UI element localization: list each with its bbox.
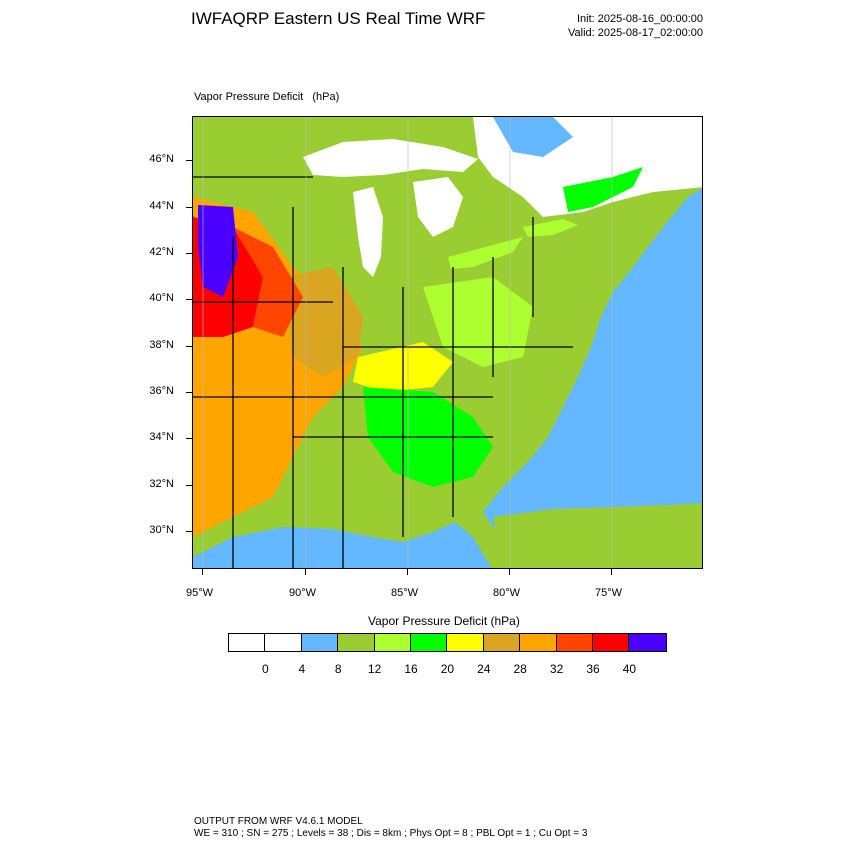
lon-label-85w: 85°W — [391, 587, 419, 599]
appalachian-green — [423, 277, 533, 367]
west-orangered — [233, 227, 303, 337]
colorbar-swatch — [338, 634, 375, 651]
colorbar-tick-label: 40 — [622, 662, 637, 676]
lat-tick — [186, 438, 192, 439]
colorbar-tick-label: 24 — [477, 662, 491, 676]
colorbar-swatch — [374, 634, 411, 651]
quebec-green — [563, 167, 643, 212]
graticule — [202, 117, 613, 568]
colorbar-swatch — [592, 634, 630, 651]
lon-label-75w: 75°W — [595, 587, 623, 599]
lon-tick — [509, 569, 510, 575]
colorbar-tick-label: 8 — [334, 662, 342, 676]
lon-label-95w: 95°W — [186, 587, 214, 599]
colorbar-swatch — [229, 634, 266, 651]
colorbar-tick-label: 16 — [404, 662, 418, 676]
lon-label-80w: 80°W — [493, 587, 521, 599]
lat-label-32n: 32°N — [149, 478, 174, 490]
lat-label-46n: 46°N — [149, 153, 174, 165]
lat-tick — [186, 253, 192, 254]
colorbar-tick-label: 0 — [262, 662, 269, 676]
lat-label-42n: 42°N — [149, 246, 174, 258]
lake-superior — [303, 139, 478, 177]
lat-tick — [186, 299, 192, 300]
colorbar — [228, 633, 667, 652]
lat-label-44n: 44°N — [149, 200, 174, 212]
lat-label-30n: 30°N — [149, 524, 174, 536]
colorbar-swatch — [410, 634, 448, 651]
colorbar-tick-label: 28 — [513, 662, 527, 676]
main-title: IWFAQRP Eastern US Real Time WRF — [191, 9, 486, 28]
gulf-shelf — [493, 503, 702, 568]
lake-michigan — [353, 187, 383, 277]
lat-tick — [186, 346, 192, 347]
colorbar-tick-label: 36 — [586, 662, 600, 676]
colorbar-swatch — [629, 634, 666, 651]
lat-tick — [186, 207, 192, 208]
lat-tick — [186, 392, 192, 393]
lon-tick — [202, 569, 203, 575]
colorbar-swatch — [520, 634, 557, 651]
colorbar-swatch — [483, 634, 521, 651]
atlantic-ocean — [483, 188, 702, 527]
lat-label-34n: 34°N — [149, 431, 174, 443]
colorbar-tick-label: 4 — [298, 662, 306, 676]
map-variable-label: Vapor Pressure Deficit (hPa) — [194, 91, 340, 103]
init-time: Init: 2025-08-16_00:00:00 — [577, 13, 703, 25]
peak-purple — [198, 205, 238, 297]
vpd-field-map — [193, 117, 702, 568]
lake-huron — [413, 177, 463, 237]
canada-ocean — [493, 117, 573, 157]
colorbar-swatch — [265, 634, 302, 651]
lon-label-90w: 90°W — [289, 587, 317, 599]
colorbar-title: Vapor Pressure Deficit (hPa) — [368, 614, 520, 628]
lon-tick — [305, 569, 306, 575]
colorbar-swatch — [447, 634, 484, 651]
state-borders — [193, 176, 573, 568]
colorbar-swatch — [301, 634, 339, 651]
lon-tick — [611, 569, 612, 575]
valid-time: Valid: 2025-08-17_02:00:00 — [568, 27, 703, 39]
lake-ontario — [523, 219, 578, 237]
map-panel — [192, 116, 703, 569]
colorbar-tick-label: 32 — [549, 662, 564, 676]
lake-erie — [448, 237, 523, 269]
lat-tick — [186, 485, 192, 486]
lat-label-38n: 38°N — [149, 339, 174, 351]
lat-label-36n: 36°N — [149, 385, 174, 397]
lat-label-40n: 40°N — [149, 292, 174, 304]
lat-tick — [186, 531, 192, 532]
model-footer-line-2: WE = 310 ; SN = 275 ; Levels = 38 ; Dis … — [194, 828, 588, 839]
lat-tick — [186, 160, 192, 161]
colorbar-tick-label: 20 — [440, 662, 455, 676]
model-footer-line-1: OUTPUT FROM WRF V4.6.1 MODEL — [194, 816, 363, 827]
lon-tick — [407, 569, 408, 575]
colorbar-swatch — [556, 634, 593, 651]
colorbar-tick-label: 12 — [367, 662, 382, 676]
